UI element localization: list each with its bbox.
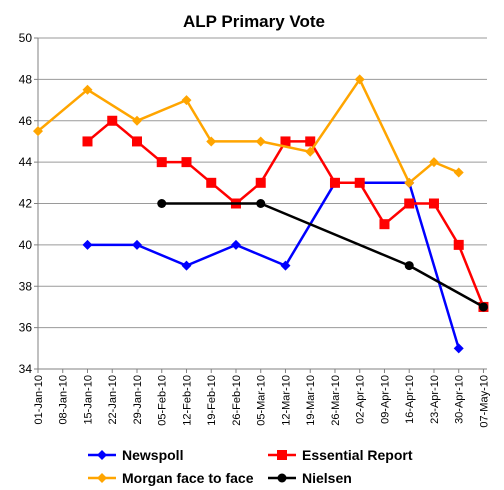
y-tick-labels: 34 36 38 40 42 44 46 48 50 bbox=[19, 31, 33, 376]
x-tick-label: 02-Apr-10 bbox=[355, 375, 367, 424]
data-point bbox=[107, 115, 118, 126]
data-point bbox=[280, 260, 291, 271]
legend: Newspoll Essential Report Morgan face to f… bbox=[88, 447, 413, 486]
legend-swatch-marker bbox=[277, 473, 287, 483]
axes bbox=[34, 37, 487, 373]
x-tick-label: 23-Apr-10 bbox=[429, 375, 441, 424]
legend-item-nielsen: Nielsen bbox=[268, 470, 352, 486]
chart-title: ALP Primary Vote bbox=[183, 12, 325, 31]
data-point bbox=[255, 136, 266, 147]
data-point bbox=[156, 157, 167, 168]
y-tick-label: 48 bbox=[19, 72, 33, 86]
data-point bbox=[428, 157, 439, 168]
data-point bbox=[478, 302, 488, 312]
data-point bbox=[230, 239, 241, 250]
data-point bbox=[354, 74, 365, 85]
data-point bbox=[329, 177, 340, 188]
data-point bbox=[453, 343, 464, 354]
series-morgan-face-to-face bbox=[33, 74, 464, 188]
data-point bbox=[379, 219, 390, 230]
data-point bbox=[82, 84, 93, 95]
x-tick-label: 09-Apr-10 bbox=[379, 375, 391, 424]
x-tick-label: 12-Feb-10 bbox=[181, 375, 193, 426]
legend-swatch-marker bbox=[97, 473, 107, 483]
data-point bbox=[255, 177, 266, 188]
x-tick-label: 29-Jan-10 bbox=[132, 375, 144, 425]
data-point bbox=[453, 167, 464, 178]
y-tick-label: 40 bbox=[19, 238, 33, 252]
data-point bbox=[131, 115, 142, 126]
data-point bbox=[131, 239, 142, 250]
data-point bbox=[354, 177, 365, 188]
x-tick-label: 15-Jan-10 bbox=[82, 375, 94, 425]
y-tick-label: 50 bbox=[19, 31, 33, 45]
y-tick-label: 42 bbox=[19, 197, 33, 211]
series-line-newspoll bbox=[87, 181, 460, 349]
data-point bbox=[280, 136, 291, 147]
x-tick-label: 22-Jan-10 bbox=[107, 375, 119, 425]
data-point bbox=[305, 136, 316, 147]
x-tick-label: 16-Apr-10 bbox=[404, 375, 416, 424]
x-tick-label: 19-Feb-10 bbox=[206, 375, 218, 426]
data-point bbox=[404, 177, 415, 188]
data-point bbox=[82, 239, 93, 250]
data-point bbox=[33, 126, 43, 137]
data-point bbox=[404, 198, 415, 209]
data-point bbox=[131, 136, 142, 147]
x-tick-label: 26-Mar-10 bbox=[330, 375, 342, 426]
x-tick-label: 07-May-10 bbox=[478, 375, 490, 428]
legend-swatch-marker bbox=[277, 450, 287, 460]
legend-item-newspoll: Newspoll bbox=[88, 447, 183, 463]
x-tick-label: 08-Jan-10 bbox=[58, 375, 70, 425]
x-tick-label: 26-Feb-10 bbox=[231, 375, 243, 426]
legend-label: Essential Report bbox=[302, 447, 413, 463]
legend-swatch-marker bbox=[97, 450, 107, 460]
data-point bbox=[157, 199, 167, 208]
data-point bbox=[206, 136, 217, 147]
data-point bbox=[181, 95, 192, 106]
legend-item-morgan-face-to-face: Morgan face to face bbox=[88, 470, 254, 486]
series-nielsen bbox=[157, 199, 488, 312]
x-tick-label: 01-Jan-10 bbox=[33, 375, 45, 425]
data-point bbox=[181, 157, 192, 168]
x-tick-label: 05-Mar-10 bbox=[256, 375, 268, 426]
data-point bbox=[256, 199, 266, 208]
legend-label: Newspoll bbox=[122, 447, 183, 463]
y-tick-label: 38 bbox=[19, 279, 33, 293]
series-line-nielsen bbox=[161, 202, 485, 308]
series-layer bbox=[33, 74, 489, 354]
y-tick-label: 46 bbox=[19, 114, 33, 128]
x-tick-label: 30-Apr-10 bbox=[454, 375, 466, 424]
data-point bbox=[428, 198, 439, 209]
data-point bbox=[82, 136, 93, 147]
x-tick-label: 12-Mar-10 bbox=[280, 375, 292, 426]
data-point bbox=[404, 261, 414, 271]
y-tick-label: 34 bbox=[19, 362, 33, 376]
y-tick-label: 36 bbox=[19, 321, 33, 335]
legend-label: Morgan face to face bbox=[122, 470, 254, 486]
legend-label: Nielsen bbox=[302, 470, 352, 486]
data-point bbox=[453, 239, 464, 250]
x-tick-label: 05-Feb-10 bbox=[157, 375, 169, 426]
data-point bbox=[181, 260, 192, 271]
x-tick-labels: 01-Jan-10 08-Jan-10 15-Jan-10 22-Jan-10 29-J… bbox=[33, 375, 490, 428]
data-point bbox=[305, 146, 316, 157]
data-point bbox=[206, 177, 217, 188]
x-tick-label: 19-Mar-10 bbox=[305, 375, 317, 426]
legend-item-essential-report: Essential Report bbox=[268, 447, 413, 463]
y-tick-label: 44 bbox=[19, 155, 33, 169]
